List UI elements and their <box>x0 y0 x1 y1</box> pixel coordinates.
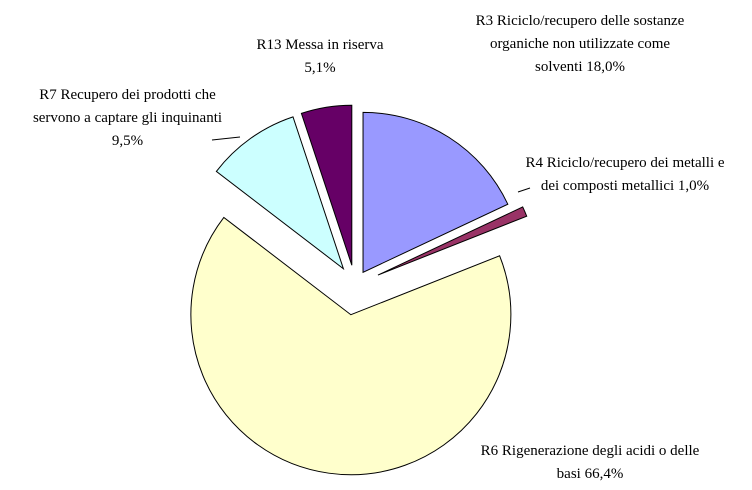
leader-line <box>517 187 531 193</box>
category-label: R13 Messa in riserva <box>256 37 384 53</box>
pie-slice <box>362 111 509 274</box>
slice-label: R7 Recupero dei prodotti che servono a c… <box>20 84 235 153</box>
category-label: R4 Riciclo/recupero dei metalli e dei co… <box>525 155 725 194</box>
slice-label: R6 Rigenerazione degli acidi o delle bas… <box>480 440 700 486</box>
slice-label: R3 Riciclo/recupero delle sostanze organ… <box>470 10 690 79</box>
category-label: R3 Riciclo/recupero delle sostanze organ… <box>475 13 685 75</box>
leader-line <box>211 136 241 141</box>
slice-label: R13 Messa in riserva 5,1% <box>220 34 420 80</box>
value-label: 1,0% <box>677 178 710 194</box>
pie-slice <box>377 206 528 276</box>
pie-slice <box>190 216 512 476</box>
value-label: 9,5% <box>111 133 144 149</box>
pie-slice <box>300 104 353 266</box>
slice-label: R4 Riciclo/recupero dei metalli e dei co… <box>525 152 725 198</box>
value-label: 18,0% <box>586 59 625 75</box>
value-label: 66,4% <box>584 466 624 482</box>
pie-slice <box>215 116 345 271</box>
category-label: R7 Recupero dei prodotti che servono a c… <box>32 87 223 126</box>
value-label: 5,1% <box>304 60 336 76</box>
category-label: R6 Rigenerazione degli acidi o delle bas… <box>480 443 700 482</box>
